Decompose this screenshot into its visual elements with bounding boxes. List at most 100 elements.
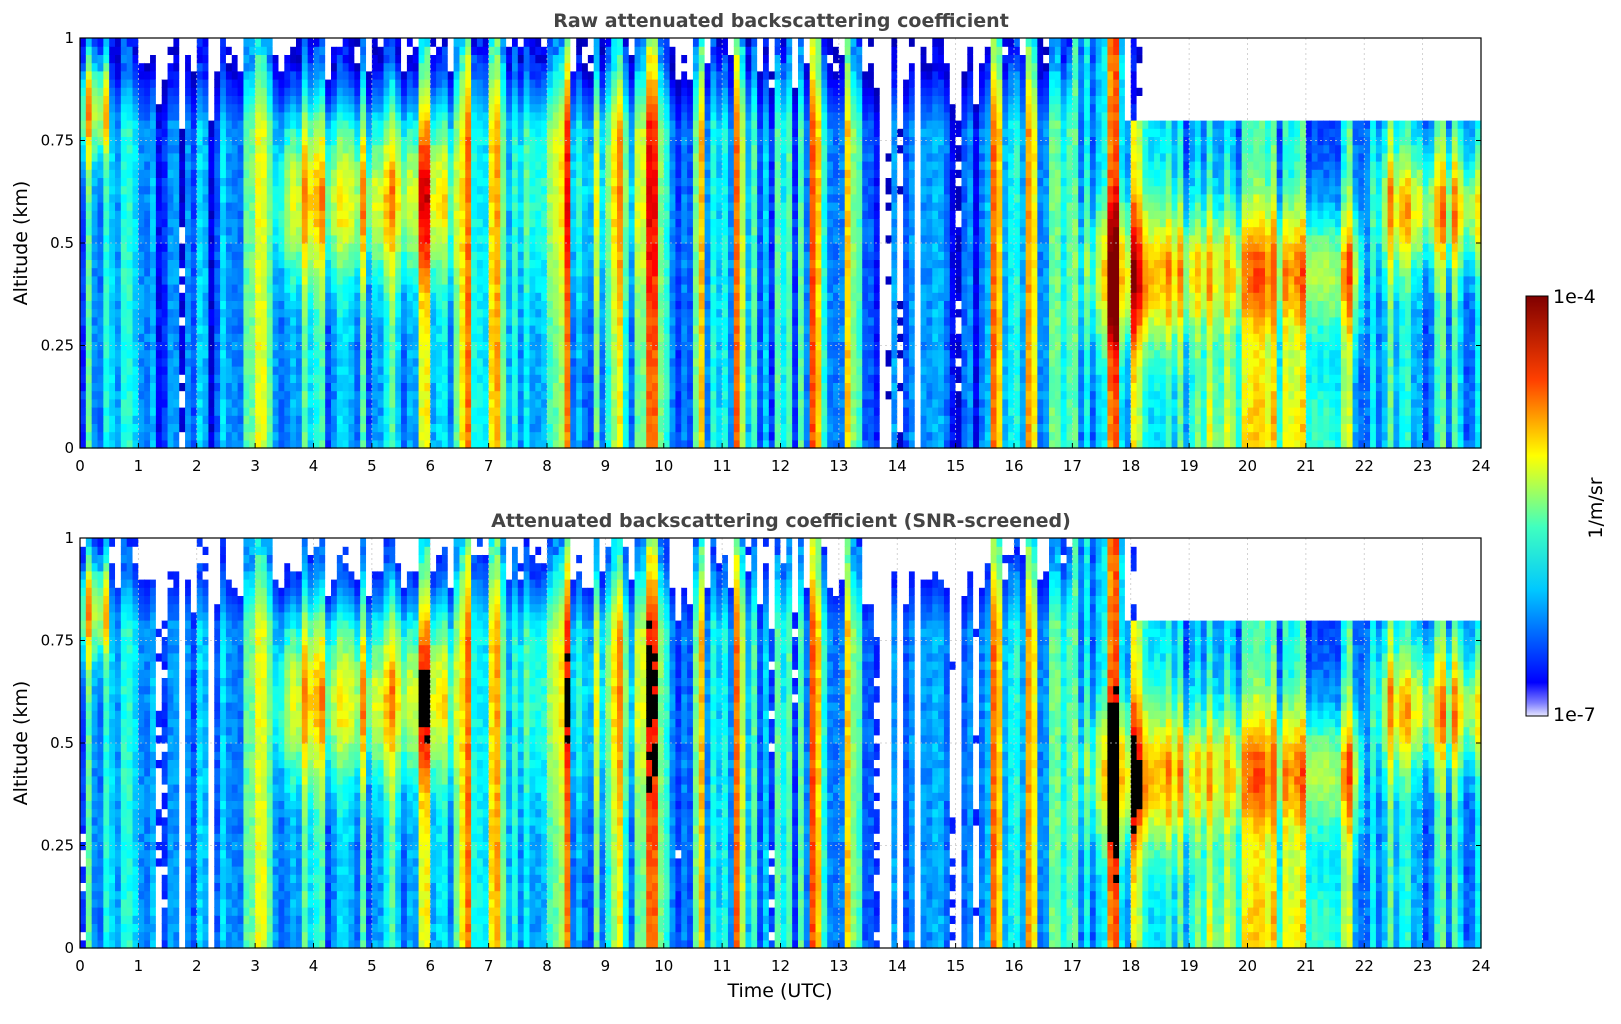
heatmap-cell — [109, 423, 115, 432]
heatmap-cell — [349, 382, 355, 391]
heatmap-cell — [261, 309, 267, 318]
heatmap-cell — [208, 366, 214, 375]
heatmap-cell — [325, 309, 331, 318]
heatmap-cell — [261, 235, 267, 244]
heatmap-cell — [611, 333, 617, 342]
heatmap-cell — [98, 210, 104, 219]
heatmap-cell — [407, 407, 413, 416]
heatmap-cell — [477, 95, 483, 104]
heatmap-cell — [243, 177, 249, 186]
heatmap-cell — [395, 366, 401, 375]
heatmap-cell — [302, 128, 308, 137]
heatmap-cell — [477, 300, 483, 309]
heatmap-cell — [529, 333, 535, 342]
heatmap-cell — [325, 382, 331, 391]
heatmap-cell — [278, 54, 284, 63]
heatmap-cell — [500, 284, 506, 293]
heatmap-cell — [419, 87, 425, 96]
heatmap-cell — [489, 243, 495, 252]
heatmap-cell — [611, 382, 617, 391]
heatmap-cell — [319, 202, 325, 211]
heatmap-cell — [197, 235, 203, 244]
heatmap-cell — [80, 432, 86, 441]
heatmap-cell — [360, 300, 366, 309]
heatmap-cell — [389, 292, 395, 301]
heatmap-cell — [314, 145, 320, 154]
heatmap-cell — [582, 153, 588, 162]
heatmap-cell — [489, 161, 495, 170]
heatmap-cell — [629, 407, 635, 416]
heatmap-cell — [255, 440, 261, 449]
heatmap-cell — [565, 71, 571, 80]
heatmap-cell — [518, 399, 524, 408]
heatmap-cell — [407, 46, 413, 55]
heatmap-cell — [243, 186, 249, 195]
heatmap-cell — [611, 71, 617, 80]
heatmap-cell — [384, 259, 390, 268]
heatmap-cell — [98, 46, 104, 55]
heatmap-cell — [156, 300, 162, 309]
heatmap-cell — [518, 391, 524, 400]
heatmap-cell — [331, 251, 337, 260]
heatmap-cell — [559, 145, 565, 154]
heatmap-cell — [535, 235, 541, 244]
heatmap-cell — [465, 169, 471, 178]
heatmap-cell — [389, 218, 395, 227]
heatmap-cell — [611, 300, 617, 309]
heatmap-cell — [413, 202, 419, 211]
heatmap-cell — [605, 46, 611, 55]
heatmap-cell — [623, 292, 629, 301]
heatmap-cell — [185, 218, 191, 227]
heatmap-cell — [500, 46, 506, 55]
heatmap-cell — [378, 268, 384, 277]
heatmap-cell — [296, 169, 302, 178]
heatmap-cell — [623, 63, 629, 72]
heatmap-cell — [489, 202, 495, 211]
heatmap-cell — [220, 46, 226, 55]
heatmap-cell — [529, 145, 535, 154]
heatmap-cell — [232, 333, 238, 342]
heatmap-cell — [512, 161, 518, 170]
heatmap-cell — [477, 374, 483, 383]
heatmap-cell — [529, 391, 535, 400]
heatmap-cell — [518, 407, 524, 416]
heatmap-cell — [419, 374, 425, 383]
heatmap-cell — [389, 423, 395, 432]
heatmap-cell — [518, 235, 524, 244]
heatmap-cell — [109, 169, 115, 178]
heatmap-cell — [635, 63, 641, 72]
heatmap-cell — [477, 382, 483, 391]
heatmap-cell — [588, 292, 594, 301]
heatmap-cell — [617, 399, 623, 408]
heatmap-cell — [203, 382, 209, 391]
heatmap-cell — [203, 309, 209, 318]
heatmap-cell — [652, 300, 658, 309]
heatmap-cell — [232, 145, 238, 154]
heatmap-cell — [640, 218, 646, 227]
heatmap-cell — [314, 63, 320, 72]
heatmap-cell — [582, 63, 588, 72]
heatmap-cell — [588, 227, 594, 236]
heatmap-cell — [500, 317, 506, 326]
heatmap-cell — [255, 112, 261, 121]
heatmap-cell — [278, 210, 284, 219]
heatmap-cell — [185, 391, 191, 400]
heatmap-cell — [156, 374, 162, 383]
heatmap-cell — [442, 407, 448, 416]
chart-title: Raw attenuated backscattering coefficien… — [553, 10, 1009, 32]
heatmap-cell — [203, 161, 209, 170]
heatmap-cell — [588, 95, 594, 104]
heatmap-cell — [384, 186, 390, 195]
heatmap-cell — [419, 153, 425, 162]
heatmap-cell — [430, 194, 436, 203]
heatmap-cell — [168, 38, 174, 47]
heatmap-cell — [319, 391, 325, 400]
heatmap-cell — [576, 161, 582, 170]
heatmap-cell — [512, 169, 518, 178]
heatmap-cell — [92, 292, 98, 301]
heatmap-cell — [594, 268, 600, 277]
heatmap-cell — [384, 276, 390, 285]
heatmap-cell — [565, 432, 571, 441]
heatmap-cell — [121, 243, 127, 252]
heatmap-cell — [576, 104, 582, 113]
